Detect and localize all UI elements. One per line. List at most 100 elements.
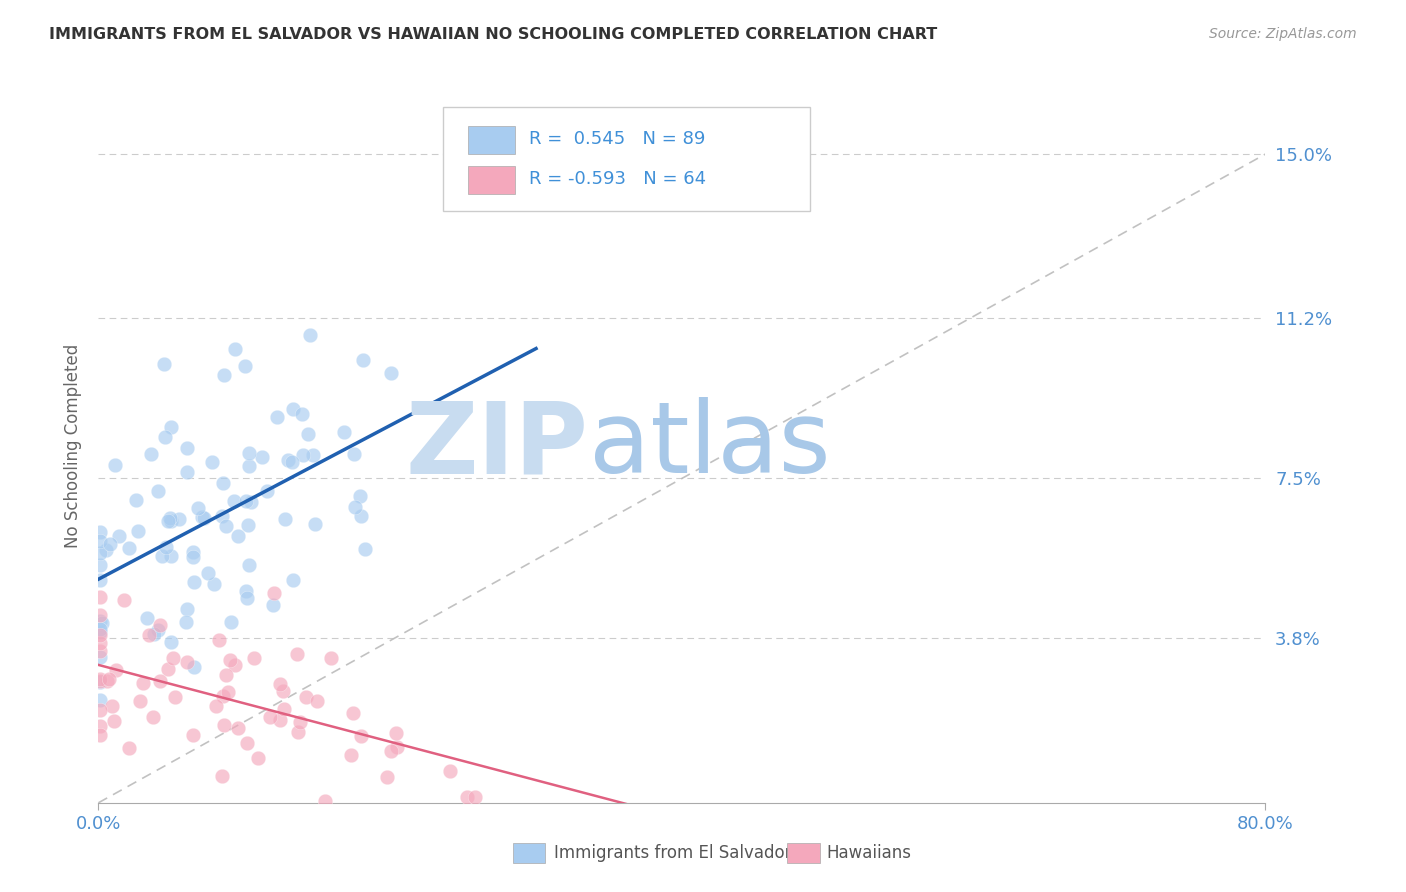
- Point: [294, 690, 316, 704]
- Point: [129, 693, 152, 707]
- Point: [89, 672, 111, 686]
- FancyBboxPatch shape: [443, 107, 810, 211]
- Point: [183, 575, 205, 590]
- Point: [281, 574, 304, 588]
- Point: [385, 740, 408, 755]
- Point: [89, 703, 111, 717]
- Text: Immigrants from El Salvador: Immigrants from El Salvador: [554, 845, 792, 863]
- Point: [307, 694, 329, 708]
- Point: [256, 484, 278, 499]
- Point: [89, 608, 111, 623]
- Point: [146, 484, 169, 499]
- Point: [135, 611, 157, 625]
- Point: [160, 549, 183, 564]
- Point: [176, 442, 198, 456]
- Point: [235, 584, 257, 599]
- Point: [181, 545, 204, 559]
- Point: [89, 644, 111, 658]
- Point: [291, 407, 314, 421]
- Point: [224, 342, 246, 356]
- Point: [89, 525, 111, 540]
- Point: [103, 714, 125, 728]
- Point: [380, 744, 402, 758]
- Point: [269, 713, 291, 727]
- Point: [183, 660, 205, 674]
- Point: [89, 546, 111, 560]
- Point: [202, 577, 225, 591]
- Point: [226, 529, 249, 543]
- Point: [222, 493, 245, 508]
- Point: [90, 616, 112, 631]
- Point: [153, 430, 176, 444]
- Point: [89, 649, 111, 664]
- Point: [94, 542, 117, 557]
- Point: [162, 650, 184, 665]
- Point: [159, 514, 181, 528]
- Text: R = -0.593   N = 64: R = -0.593 N = 64: [529, 170, 706, 188]
- Point: [105, 663, 128, 677]
- Text: Source: ZipAtlas.com: Source: ZipAtlas.com: [1209, 27, 1357, 41]
- Point: [302, 449, 325, 463]
- Point: [138, 628, 160, 642]
- Point: [89, 636, 111, 650]
- Point: [224, 658, 246, 673]
- Point: [208, 633, 231, 648]
- Point: [124, 493, 146, 508]
- Point: [271, 683, 294, 698]
- Point: [176, 465, 198, 479]
- Point: [112, 593, 135, 607]
- Point: [174, 615, 197, 629]
- Point: [239, 495, 262, 509]
- Point: [211, 768, 233, 782]
- Point: [186, 500, 208, 515]
- Bar: [513, 844, 546, 863]
- Point: [238, 458, 260, 473]
- Point: [321, 651, 343, 665]
- Bar: [787, 844, 820, 863]
- Point: [214, 519, 236, 533]
- Point: [127, 524, 149, 538]
- Point: [290, 714, 312, 729]
- Point: [89, 622, 111, 636]
- Point: [343, 447, 366, 461]
- Point: [353, 352, 375, 367]
- Point: [89, 590, 111, 604]
- Point: [297, 426, 319, 441]
- Point: [292, 448, 315, 462]
- Point: [142, 627, 165, 641]
- Point: [385, 726, 408, 740]
- Point: [344, 500, 367, 514]
- Point: [215, 668, 238, 682]
- Point: [259, 710, 281, 724]
- Point: [299, 327, 322, 342]
- Point: [139, 447, 162, 461]
- Text: ZIP: ZIP: [406, 398, 589, 494]
- Point: [201, 455, 224, 469]
- Point: [221, 615, 243, 629]
- Point: [181, 728, 204, 742]
- Point: [152, 358, 174, 372]
- Point: [146, 624, 169, 638]
- Point: [235, 591, 257, 605]
- Point: [262, 598, 284, 612]
- Text: atlas: atlas: [589, 398, 830, 494]
- Point: [285, 647, 308, 661]
- Point: [159, 511, 181, 525]
- Point: [149, 618, 172, 632]
- Point: [155, 541, 177, 555]
- Point: [281, 401, 304, 416]
- Point: [96, 674, 118, 689]
- Point: [247, 751, 270, 765]
- Point: [89, 625, 111, 640]
- Point: [212, 368, 235, 383]
- Bar: [468, 126, 515, 154]
- Point: [266, 409, 288, 424]
- Point: [89, 558, 111, 573]
- Point: [353, 542, 375, 557]
- Point: [89, 628, 111, 642]
- Point: [118, 541, 141, 555]
- Point: [214, 718, 236, 732]
- Point: [104, 458, 127, 473]
- Point: [277, 452, 299, 467]
- Point: [287, 724, 309, 739]
